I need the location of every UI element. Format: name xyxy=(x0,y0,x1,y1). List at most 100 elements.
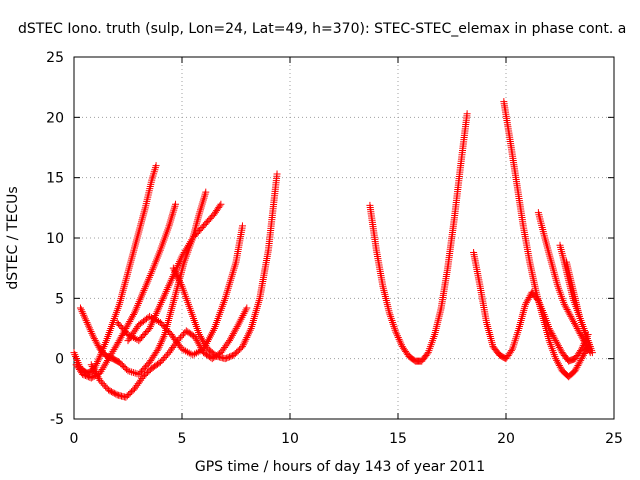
data-point xyxy=(111,344,119,352)
data-point xyxy=(227,352,235,360)
data-point xyxy=(153,316,161,324)
data-point xyxy=(100,362,108,370)
data-point xyxy=(158,336,166,344)
data-point xyxy=(109,388,117,396)
y-tick-label: 0 xyxy=(55,352,64,368)
data-point xyxy=(392,328,400,336)
data-point xyxy=(181,247,189,255)
data-point xyxy=(202,188,210,196)
data-point xyxy=(80,311,88,319)
ticks xyxy=(73,56,615,420)
data-point xyxy=(81,315,89,323)
data-point xyxy=(194,348,202,356)
data-point xyxy=(196,347,204,355)
data-point xyxy=(243,334,251,342)
data-point xyxy=(126,367,134,375)
data-point xyxy=(170,266,178,274)
data-point xyxy=(146,312,154,320)
y-tick-label: 15 xyxy=(46,171,64,187)
data-point xyxy=(76,304,84,312)
data-point xyxy=(241,337,249,345)
data-point xyxy=(217,200,225,208)
data-point xyxy=(159,355,167,363)
data-point xyxy=(85,322,93,330)
data-point xyxy=(83,318,91,326)
data-point xyxy=(133,336,141,344)
y-tick-label: 20 xyxy=(46,110,64,126)
data-point xyxy=(99,380,107,388)
data-point xyxy=(178,332,186,340)
x-tick-label: 5 xyxy=(178,431,187,447)
data-point xyxy=(240,339,248,347)
data-point xyxy=(195,331,203,339)
data-point xyxy=(105,355,113,363)
data-point xyxy=(79,370,87,378)
data-point xyxy=(246,326,254,334)
data-point xyxy=(463,110,471,118)
data-point xyxy=(156,341,164,349)
data-point xyxy=(89,331,97,339)
data-point xyxy=(109,347,117,355)
data-point xyxy=(182,347,190,355)
data-point xyxy=(191,350,199,358)
data-point xyxy=(183,243,191,251)
data-point xyxy=(174,273,182,281)
data-point xyxy=(102,358,110,366)
y-tick-label: 5 xyxy=(55,291,64,307)
data-points xyxy=(70,98,596,401)
data-point xyxy=(82,372,90,380)
data-point xyxy=(196,332,204,340)
data-point xyxy=(507,347,515,355)
data-point xyxy=(242,335,250,343)
x-tick-label: 10 xyxy=(281,431,299,447)
data-point xyxy=(172,200,180,208)
data-point xyxy=(160,332,168,340)
data-point xyxy=(199,336,207,344)
y-tick-label: -5 xyxy=(50,412,64,428)
data-point xyxy=(397,339,405,347)
data-point xyxy=(130,311,138,319)
data-point xyxy=(173,271,181,279)
data-point xyxy=(244,332,252,340)
data-point xyxy=(179,330,187,338)
data-point xyxy=(155,343,163,351)
data-point xyxy=(175,277,183,285)
data-point xyxy=(197,334,205,342)
data-point xyxy=(171,268,179,276)
data-point xyxy=(107,351,115,359)
data-point xyxy=(154,345,162,353)
data-point xyxy=(245,330,253,338)
data-point xyxy=(79,309,87,317)
data-point xyxy=(184,241,192,249)
data-point xyxy=(177,280,185,288)
data-point xyxy=(97,367,105,375)
data-point xyxy=(77,306,85,314)
data-point xyxy=(106,387,114,395)
data-series xyxy=(366,110,471,365)
data-point xyxy=(149,314,157,322)
data-point xyxy=(239,341,247,349)
data-series xyxy=(562,258,596,357)
data-point xyxy=(94,356,102,364)
data-point xyxy=(93,358,101,366)
data-point xyxy=(152,162,160,170)
data-point xyxy=(233,323,241,331)
data-point xyxy=(180,346,188,354)
x-tick-label: 20 xyxy=(497,431,515,447)
data-point xyxy=(243,304,251,312)
data-point xyxy=(103,356,111,364)
data-point xyxy=(87,374,95,382)
data-point xyxy=(97,378,105,386)
data-point xyxy=(393,332,401,340)
data-point xyxy=(128,368,136,376)
data-point xyxy=(578,345,586,353)
data-point xyxy=(101,360,109,368)
data-point xyxy=(87,328,95,336)
data-point xyxy=(110,389,118,397)
data-point xyxy=(80,371,88,379)
data-point xyxy=(158,357,166,365)
data-point xyxy=(178,345,186,353)
data-point xyxy=(147,313,155,321)
x-axis-label: GPS time / hours of day 143 of year 2011 xyxy=(195,459,485,475)
